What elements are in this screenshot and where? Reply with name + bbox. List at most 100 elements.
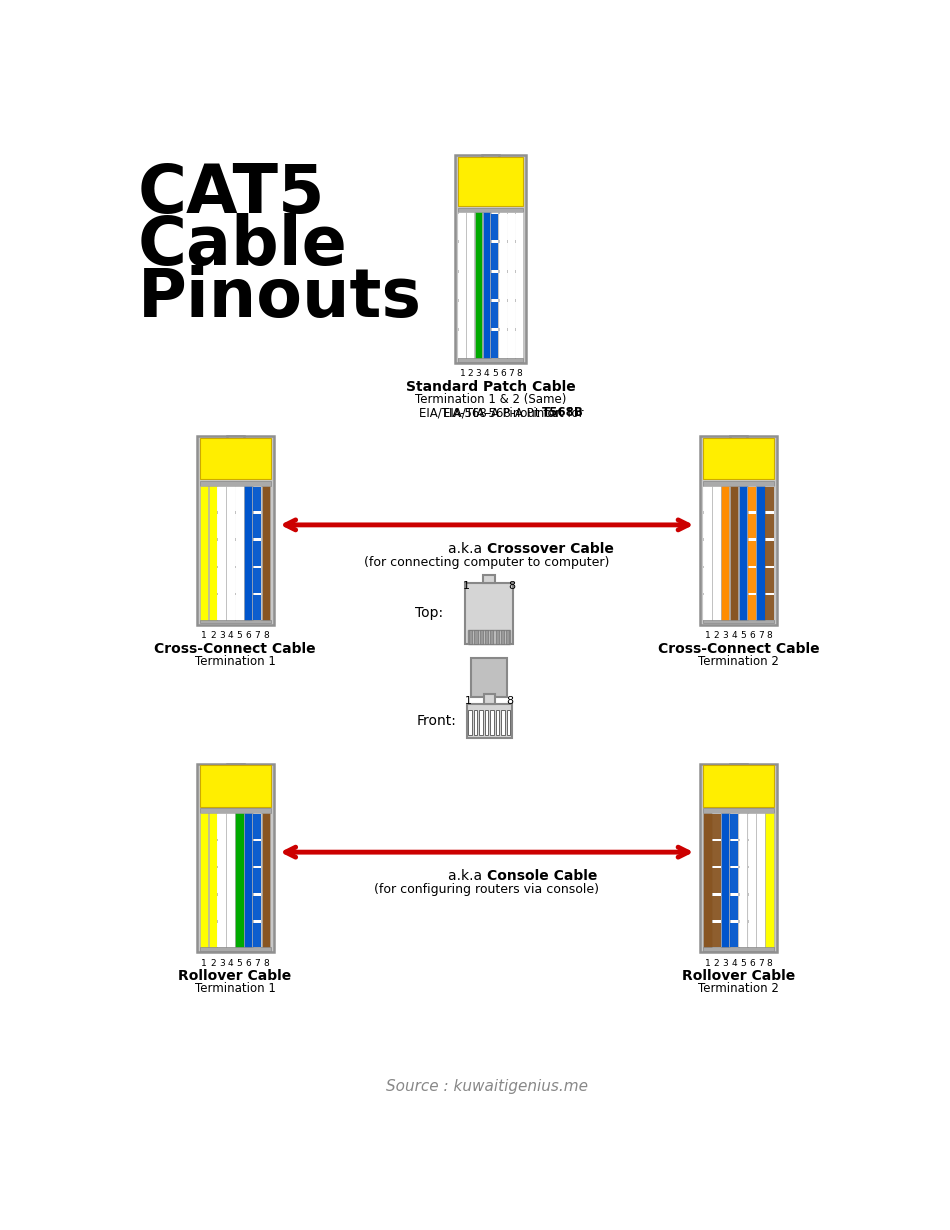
Bar	[466, 704, 511, 738]
Bar	[475, 213, 483, 359]
Bar	[200, 765, 271, 807]
Bar	[515, 213, 523, 359]
Bar	[466, 583, 513, 645]
Text: a.k.a: a.k.a	[448, 542, 486, 556]
Bar	[703, 541, 712, 566]
Text: 6: 6	[749, 958, 755, 968]
Bar	[515, 273, 523, 299]
Bar	[253, 541, 261, 566]
Bar	[226, 813, 235, 948]
Text: 7: 7	[255, 631, 260, 641]
Bar	[235, 486, 243, 621]
Bar	[218, 814, 226, 839]
Bar	[218, 868, 226, 893]
Bar	[218, 486, 226, 621]
Bar	[208, 813, 217, 948]
Bar	[756, 813, 765, 948]
Bar	[501, 631, 504, 645]
Text: 3: 3	[218, 631, 225, 641]
Bar	[515, 331, 523, 358]
Bar	[766, 486, 773, 621]
Bar	[766, 813, 773, 948]
Bar	[703, 568, 712, 593]
Bar	[473, 710, 477, 736]
Text: 8: 8	[508, 581, 516, 592]
Bar	[235, 568, 243, 593]
Text: 3: 3	[476, 369, 482, 379]
Bar	[748, 813, 756, 948]
Bar	[501, 710, 504, 736]
Text: 5: 5	[740, 958, 746, 968]
Bar	[459, 213, 466, 359]
Bar	[766, 487, 773, 512]
Text: 5: 5	[492, 369, 498, 379]
Bar	[459, 208, 523, 213]
Bar	[253, 868, 261, 893]
Bar	[253, 595, 261, 620]
Text: 3: 3	[218, 958, 225, 968]
Bar	[730, 895, 738, 920]
Bar	[208, 486, 217, 621]
Bar	[499, 331, 506, 358]
Bar	[200, 813, 208, 948]
Bar	[499, 213, 506, 359]
Bar	[218, 813, 226, 948]
Bar	[490, 710, 494, 736]
Bar	[739, 868, 747, 893]
Bar	[235, 487, 243, 512]
Bar	[218, 568, 226, 593]
Bar	[748, 595, 756, 620]
Text: 6: 6	[245, 631, 251, 641]
Bar	[227, 437, 243, 451]
Bar	[491, 331, 499, 358]
Text: 3: 3	[723, 631, 729, 641]
Text: 1: 1	[465, 696, 472, 706]
Text: EIA/TIA-568-A Pinout for: EIA/TIA-568-A Pinout for	[419, 406, 563, 419]
Text: 4: 4	[484, 369, 489, 379]
Text: 4: 4	[228, 631, 234, 641]
Bar	[730, 486, 738, 621]
Bar	[455, 155, 526, 363]
Bar	[253, 568, 261, 593]
Bar	[730, 813, 738, 948]
Bar	[748, 568, 756, 593]
Text: 2: 2	[210, 958, 216, 968]
Text: 5: 5	[237, 958, 242, 968]
Text: 7: 7	[758, 958, 764, 968]
Bar	[703, 487, 712, 512]
Text: Standard Patch Cable: Standard Patch Cable	[406, 380, 576, 394]
Bar	[491, 213, 499, 359]
Bar	[483, 155, 499, 172]
Bar	[703, 486, 712, 621]
Bar	[218, 541, 226, 566]
Text: 2: 2	[713, 631, 719, 641]
Bar	[468, 710, 472, 736]
Bar	[253, 814, 261, 839]
Bar	[253, 922, 261, 947]
Text: Rollover Cable: Rollover Cable	[179, 969, 292, 983]
Text: 8: 8	[506, 696, 514, 706]
Text: 6: 6	[245, 958, 251, 968]
Text: Termination 1 & 2 (Same): Termination 1 & 2 (Same)	[415, 394, 566, 406]
Bar	[459, 214, 466, 240]
Bar	[197, 764, 274, 952]
Text: 1: 1	[705, 631, 711, 641]
Text: EIA/TIA-568-A Pinout for: EIA/TIA-568-A Pinout for	[443, 406, 587, 419]
Bar	[748, 841, 756, 866]
Bar	[766, 568, 773, 593]
Bar	[491, 303, 499, 328]
Text: 8: 8	[767, 958, 772, 968]
Bar	[459, 358, 523, 362]
Bar	[766, 595, 773, 620]
Bar	[200, 808, 271, 813]
Text: 6: 6	[500, 369, 505, 379]
Bar	[227, 764, 243, 779]
Bar	[721, 813, 730, 948]
Text: Source : kuwaitigenius.me: Source : kuwaitigenius.me	[386, 1079, 588, 1095]
Bar	[700, 764, 777, 952]
Bar	[218, 595, 226, 620]
Text: Pinouts: Pinouts	[138, 264, 422, 331]
Bar	[200, 947, 271, 951]
Bar	[712, 486, 720, 621]
Text: 4: 4	[732, 631, 737, 641]
